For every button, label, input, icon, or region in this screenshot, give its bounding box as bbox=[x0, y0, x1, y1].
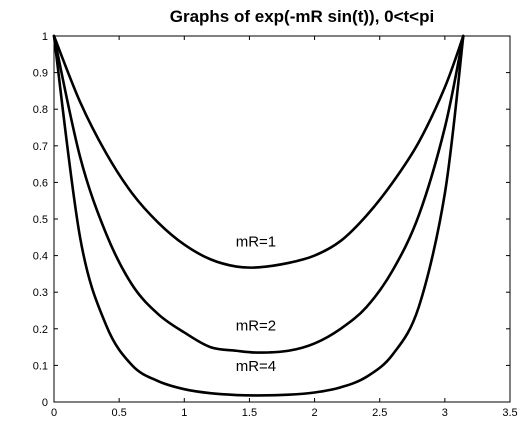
x-tick-label: 2 bbox=[312, 407, 318, 419]
y-tick-label: 0.1 bbox=[33, 360, 48, 372]
x-tick-label: 2.5 bbox=[372, 407, 387, 419]
y-tick-label: 0.7 bbox=[33, 141, 48, 153]
x-tick-label: 3.5 bbox=[502, 407, 517, 419]
y-tick-label: 1 bbox=[42, 31, 48, 43]
x-tick-label: 3 bbox=[442, 407, 448, 419]
y-tick-label: 0.3 bbox=[33, 287, 48, 299]
y-tick-label: 0.6 bbox=[33, 177, 48, 189]
plot-lines bbox=[52, 34, 465, 397]
axes: 0 0.5 1 1.5 2 2.5 3 3.5 0 0.1 0.2 0.3 0.4 0.5 0.6 0.7 0.… bbox=[33, 31, 518, 419]
x-tick-label: 1.5 bbox=[242, 407, 257, 419]
y-tick-label: 0.8 bbox=[33, 104, 48, 116]
chart-title: Graphs of exp(-mR sin(t)), 0<t<pi bbox=[170, 7, 434, 26]
y-tick-label: 0 bbox=[42, 397, 48, 409]
curve-label-2: mR=4 bbox=[236, 358, 276, 375]
x-tick-label: 0.5 bbox=[111, 407, 126, 419]
curve-labels: mR=1 mR=2 mR=4 bbox=[236, 233, 276, 374]
y-tick-label: 0.9 bbox=[33, 68, 48, 80]
y-tick-label: 0.4 bbox=[33, 251, 48, 263]
y-tick-label: 0.2 bbox=[33, 324, 48, 336]
series-line-2 bbox=[52, 34, 465, 397]
x-tick-label: 1 bbox=[181, 407, 187, 419]
x-tick-label: 0 bbox=[51, 407, 57, 419]
y-tick-label: 0.5 bbox=[33, 214, 48, 226]
series-line-0 bbox=[52, 34, 465, 270]
curve-label-1: mR=2 bbox=[236, 318, 276, 335]
series-line-1 bbox=[52, 34, 465, 354]
curve-label-0: mR=1 bbox=[236, 233, 276, 250]
